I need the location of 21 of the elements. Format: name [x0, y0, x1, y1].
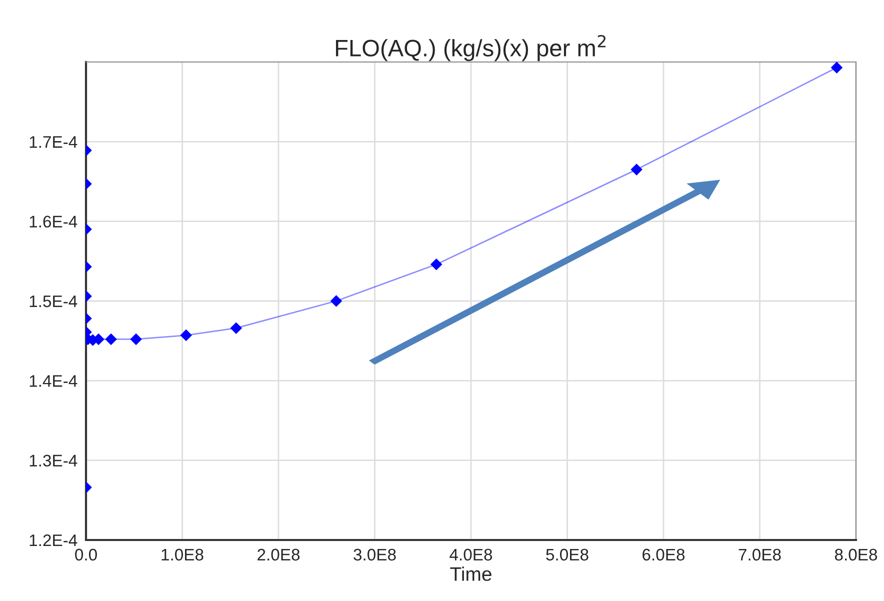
- x-tick-label: 3.0E8: [354, 548, 396, 561]
- x-axis-title: Time: [450, 566, 492, 581]
- x-tick-label: 4.0E8: [450, 548, 492, 561]
- x-tick-label: 8.0E8: [834, 548, 878, 561]
- x-tick-label: 6.0E8: [642, 548, 685, 561]
- x-tick-label: 1.0E8: [162, 548, 204, 561]
- point: [430, 258, 442, 270]
- x-tick-label: 5.0E8: [546, 548, 588, 561]
- point: [831, 62, 842, 74]
- y-tick-label: 1.7E-4: [30, 136, 78, 148]
- x-tick-label: 2.0E8: [258, 548, 300, 561]
- y-tick-label: 1.4E-4: [30, 375, 78, 387]
- x-tick-label: 7.0E8: [738, 548, 781, 561]
- y-tick-label: 1.2E-4: [30, 534, 78, 546]
- y-tick-label: 1.5E-4: [30, 296, 78, 308]
- y-tick-label: 1.3E-4: [30, 454, 78, 467]
- point: [630, 164, 642, 176]
- y-tick-label: 1.6E-4: [30, 216, 78, 228]
- x-tick-label: 0.0: [75, 548, 97, 561]
- chart-title: FLO(AQ.) (kg/s)(x) per m$^{2}$: [336, 34, 606, 62]
- point: [330, 295, 342, 307]
